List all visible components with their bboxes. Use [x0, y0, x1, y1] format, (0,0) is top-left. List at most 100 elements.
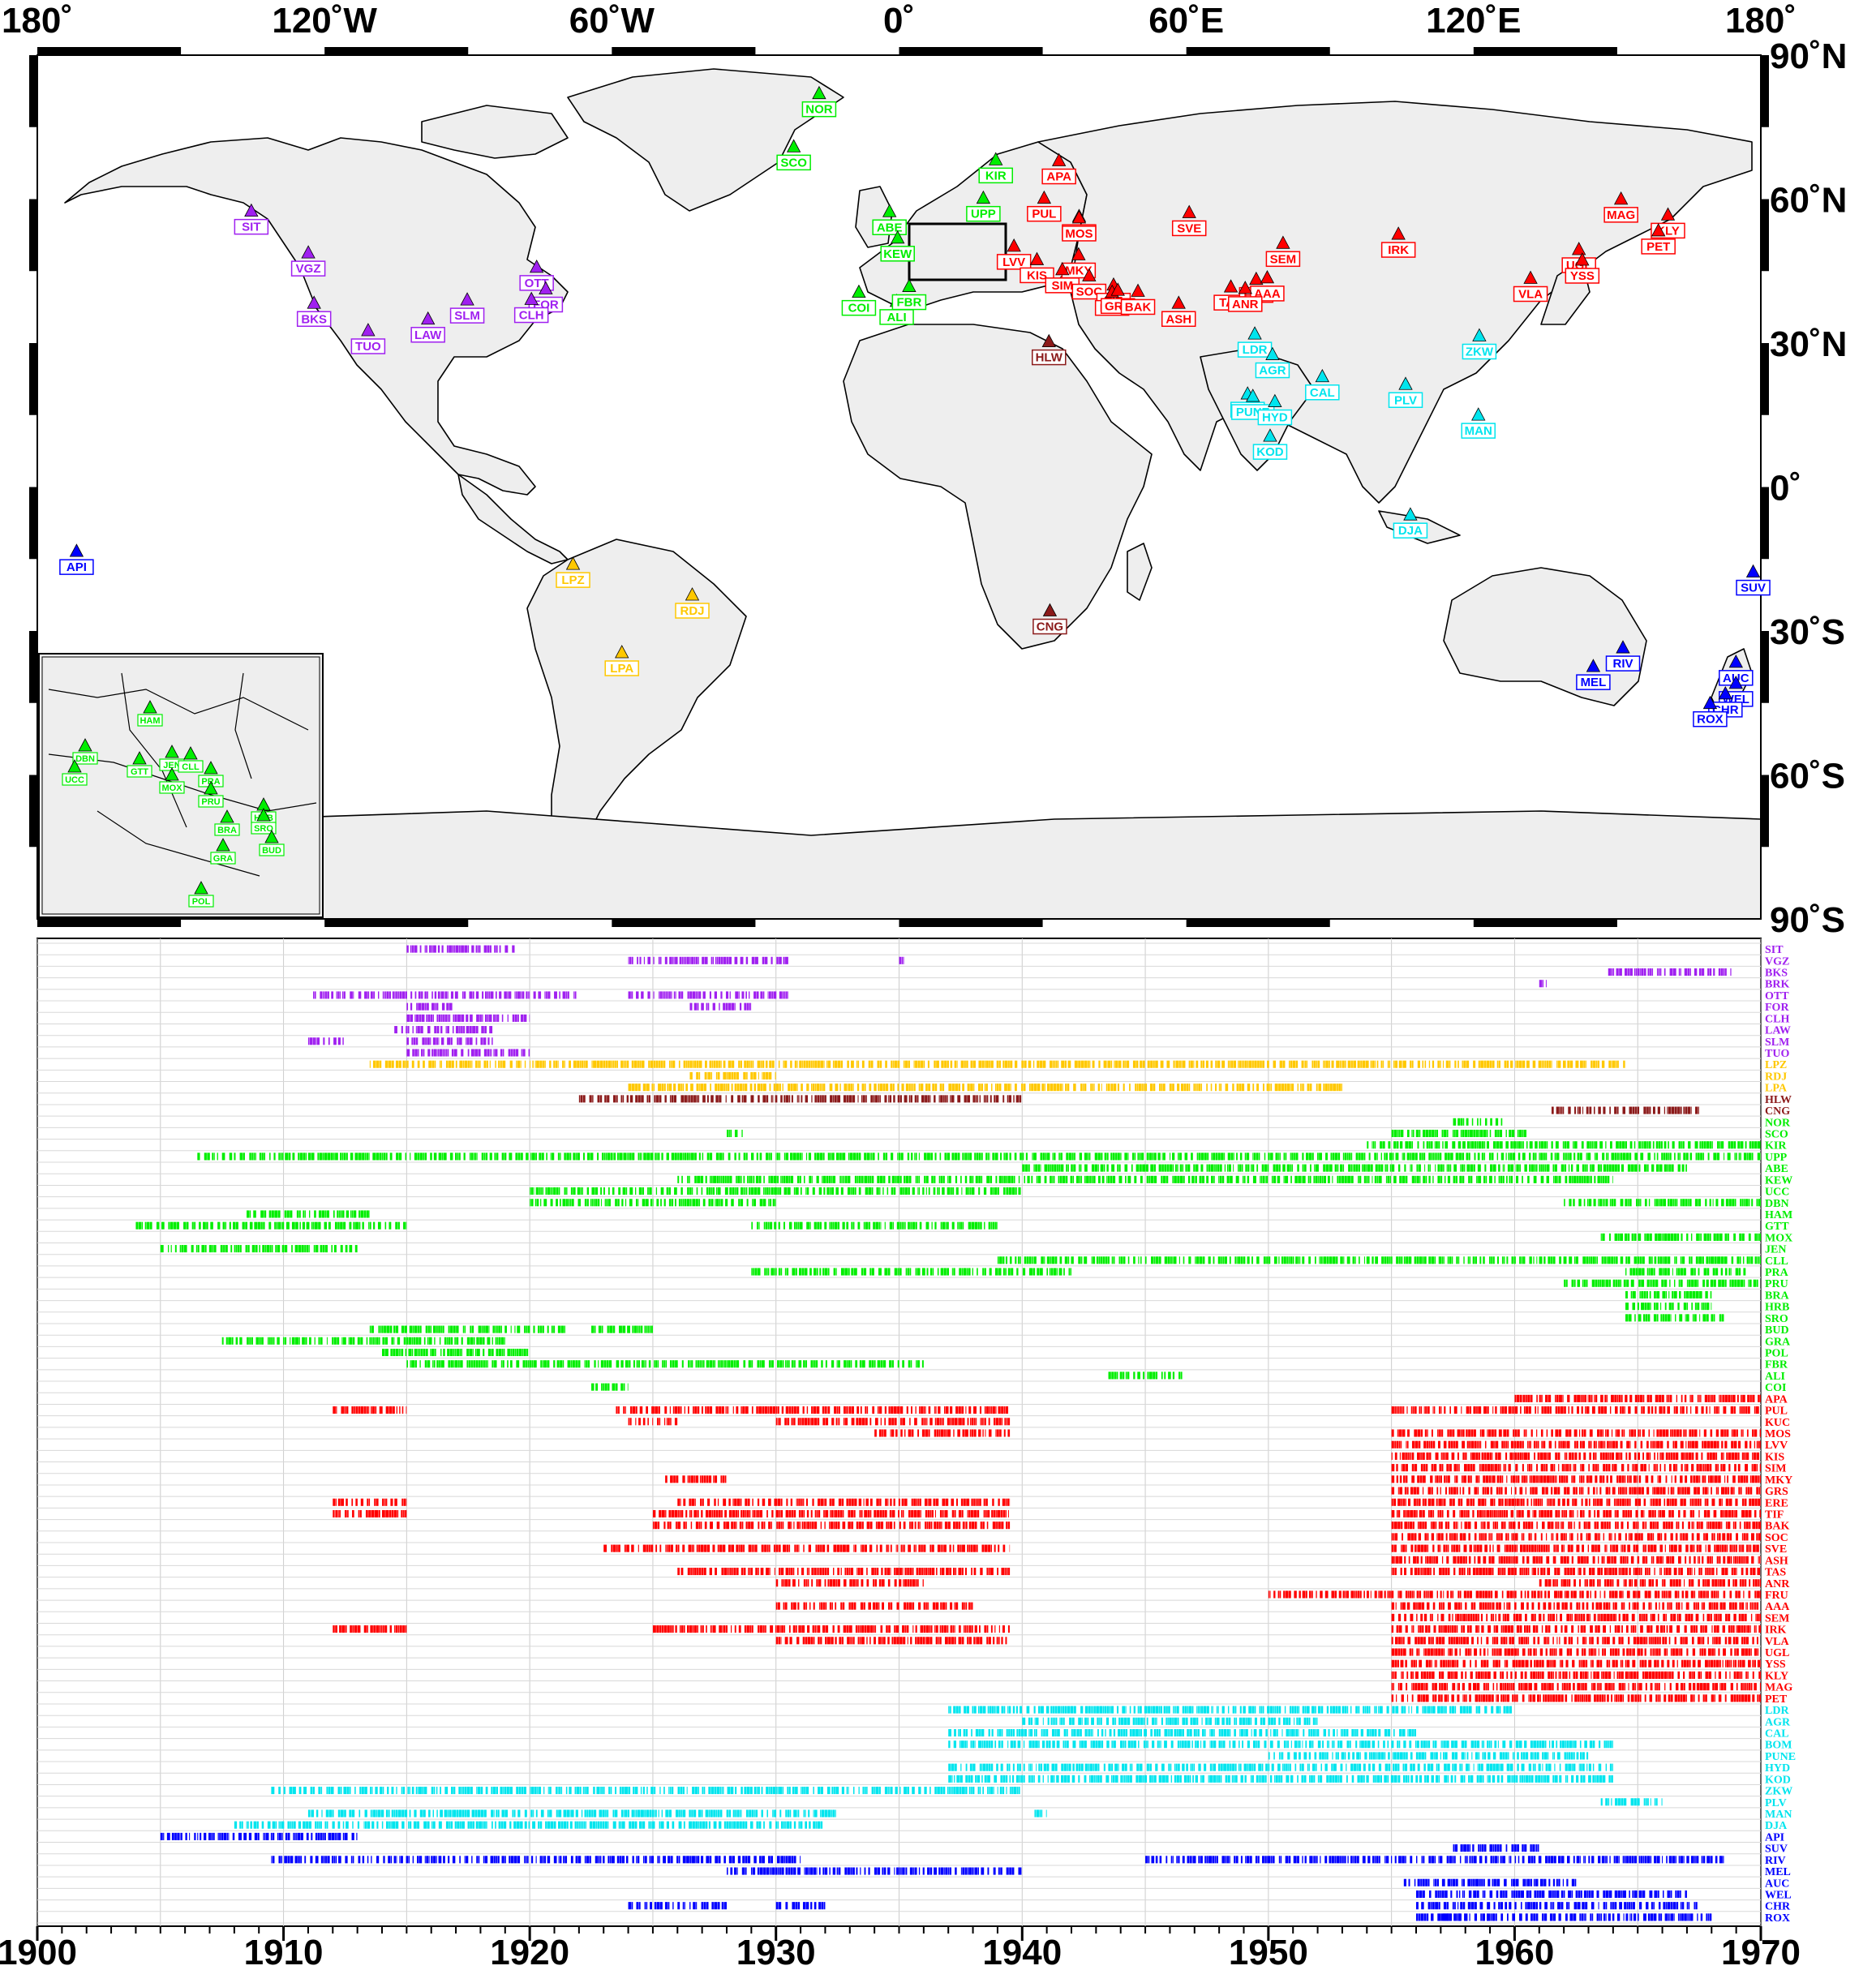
- timeline-mark: [978, 1187, 981, 1195]
- timeline-mark: [1308, 1256, 1311, 1264]
- station-marker-irk: IRK: [1380, 226, 1416, 258]
- timeline-mark: [615, 1060, 616, 1068]
- timeline-mark: [785, 991, 788, 999]
- timeline-mark: [808, 1152, 812, 1161]
- timeline-mark: [1002, 1060, 1005, 1068]
- timeline-mark: [1376, 1060, 1379, 1068]
- timeline-mark: [1120, 1152, 1122, 1161]
- timeline-mark: [1595, 1060, 1598, 1068]
- timeline-mark: [422, 1037, 425, 1045]
- timeline-mark: [402, 1060, 406, 1068]
- timeline-mark: [1522, 1256, 1526, 1264]
- timeline-row-hrb: [1625, 1303, 1712, 1311]
- timeline-mark: [582, 1187, 583, 1195]
- timeline-mark: [1540, 1175, 1544, 1183]
- timeline-mark: [529, 1360, 531, 1368]
- timeline-mark: [1002, 1175, 1004, 1183]
- timeline-mark: [304, 1210, 306, 1218]
- timeline-mark: [663, 1060, 666, 1068]
- station-marker-mel: MEL: [1576, 659, 1611, 690]
- timeline-mark: [986, 1175, 990, 1183]
- timeline-mark: [1515, 1060, 1517, 1068]
- timeline-mark: [569, 1199, 572, 1207]
- timeline-mark: [768, 991, 771, 999]
- timeline-mark: [971, 1221, 975, 1230]
- timeline-mark: [1179, 1164, 1183, 1172]
- timeline-mark: [1591, 1394, 1593, 1402]
- timeline-mark: [1492, 1164, 1496, 1172]
- inset-station-label: UCC: [65, 775, 84, 785]
- timeline-mark: [1689, 1429, 1691, 1437]
- timeline-mark: [716, 956, 719, 964]
- timeline-mark: [1503, 1429, 1507, 1437]
- timeline-mark: [1507, 1440, 1509, 1449]
- timeline-mark: [977, 1221, 980, 1230]
- timeline-mark: [680, 991, 684, 999]
- station-marker-clh: CLH: [513, 291, 549, 324]
- station-label: ROX: [1697, 713, 1724, 727]
- timeline-mark: [1283, 1175, 1285, 1183]
- station-marker-hlw: HLW: [1032, 333, 1067, 366]
- timeline-mark: [770, 1152, 772, 1161]
- timeline-mark: [862, 1360, 865, 1368]
- timeline-mark: [1078, 1060, 1081, 1068]
- timeline-mark: [1673, 1279, 1676, 1287]
- timeline-mark: [771, 956, 773, 964]
- timeline-mark: [1044, 1164, 1048, 1172]
- timeline-mark: [1685, 1199, 1688, 1207]
- timeline-mark: [992, 1221, 995, 1230]
- inset-station-label-box: [251, 822, 277, 835]
- timeline-mark: [438, 1037, 440, 1045]
- timeline-mark: [1281, 1256, 1284, 1264]
- timeline-mark: [1387, 1256, 1389, 1264]
- timeline-mark: [295, 1337, 298, 1345]
- timeline-mark: [1370, 1164, 1373, 1172]
- timeline-mark: [715, 1199, 719, 1207]
- timeline-mark: [682, 1199, 685, 1207]
- timeline-mark: [1164, 1371, 1166, 1380]
- timeline-mark: [989, 1406, 991, 1414]
- timeline-mark: [689, 991, 693, 999]
- timeline-mark: [449, 1014, 451, 1022]
- timeline-mark: [1007, 1084, 1011, 1092]
- timeline-mark: [1609, 1106, 1611, 1114]
- timeline-mark: [1681, 1256, 1685, 1264]
- timeline-mark: [1643, 968, 1646, 976]
- timeline-mark: [682, 1152, 684, 1161]
- timeline-mark: [1687, 1106, 1691, 1114]
- timeline-mark: [1445, 1152, 1447, 1161]
- timeline-mark: [1562, 1060, 1566, 1068]
- timeline-mark: [510, 1348, 513, 1357]
- timeline-mark: [594, 1360, 596, 1368]
- timeline-mark: [909, 1418, 911, 1426]
- timeline-mark: [702, 1199, 706, 1207]
- timeline-mark: [1353, 1164, 1355, 1172]
- timeline-mark: [969, 1175, 972, 1183]
- timeline-mark: [1032, 1256, 1034, 1264]
- timeline-mark: [1307, 1084, 1309, 1092]
- timeline-mark: [671, 1152, 675, 1161]
- timeline-mark: [320, 1245, 323, 1253]
- timeline-mark: [340, 1152, 342, 1161]
- timeline-row-nor: [1453, 1118, 1503, 1126]
- timeline-mark: [1654, 1199, 1656, 1207]
- lat-tick-label: 60˚S: [1770, 757, 1845, 796]
- timeline-mark: [897, 1406, 900, 1414]
- timeline-mark: [1595, 1256, 1597, 1264]
- timeline-mark: [1148, 1371, 1153, 1380]
- timeline-mark: [1247, 1060, 1249, 1068]
- timeline-mark: [333, 1152, 335, 1161]
- timeline-mark: [800, 1418, 802, 1426]
- timeline-mark: [820, 1060, 824, 1068]
- timeline-mark: [1232, 1084, 1234, 1092]
- timeline-mark: [816, 1406, 820, 1414]
- timeline-mark: [1751, 1199, 1754, 1207]
- timeline-mark: [1533, 1440, 1536, 1449]
- timeline-mark: [411, 1337, 414, 1345]
- timeline-mark: [353, 991, 354, 999]
- timeline-mark: [1706, 1141, 1710, 1149]
- lon-tick-label: 180˚: [1725, 1, 1797, 41]
- timeline-mark: [1418, 1164, 1421, 1172]
- timeline-mark: [1747, 1394, 1750, 1402]
- timeline-mark: [1634, 1406, 1638, 1414]
